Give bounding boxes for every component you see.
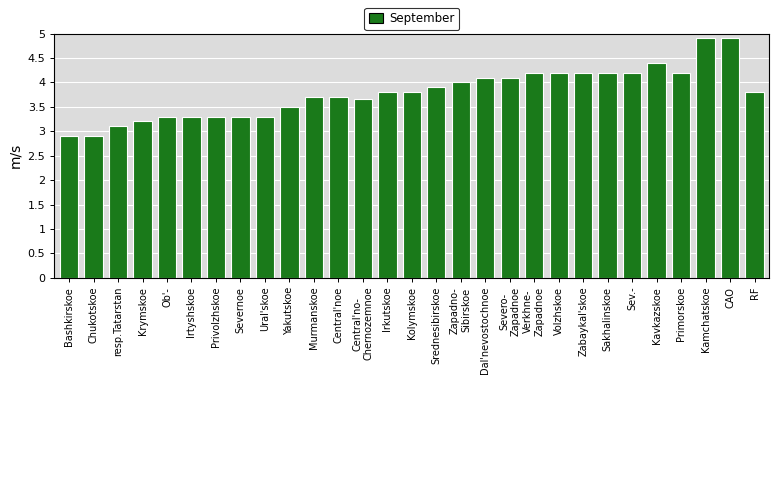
Bar — [647, 63, 666, 278]
Bar — [85, 136, 103, 278]
Y-axis label: m/s: m/s — [8, 143, 22, 168]
Bar — [623, 73, 641, 278]
Bar — [305, 97, 323, 278]
Bar — [696, 38, 715, 278]
Bar — [745, 92, 764, 278]
Bar — [427, 87, 445, 278]
Bar — [525, 73, 543, 278]
Bar — [109, 126, 127, 278]
Bar — [451, 82, 470, 278]
Bar — [476, 78, 494, 278]
Legend: September: September — [364, 8, 459, 30]
Bar — [574, 73, 592, 278]
Bar — [354, 100, 372, 278]
Bar — [402, 92, 421, 278]
Bar — [378, 92, 396, 278]
Bar — [598, 73, 617, 278]
Bar — [207, 116, 225, 278]
Bar — [158, 116, 176, 278]
Bar — [329, 97, 347, 278]
Bar — [672, 73, 690, 278]
Bar — [60, 136, 78, 278]
Bar — [280, 107, 298, 278]
Bar — [549, 73, 568, 278]
Bar — [256, 116, 274, 278]
Bar — [721, 38, 739, 278]
Bar — [134, 122, 152, 278]
Bar — [500, 78, 519, 278]
Bar — [183, 116, 200, 278]
Bar — [232, 116, 249, 278]
